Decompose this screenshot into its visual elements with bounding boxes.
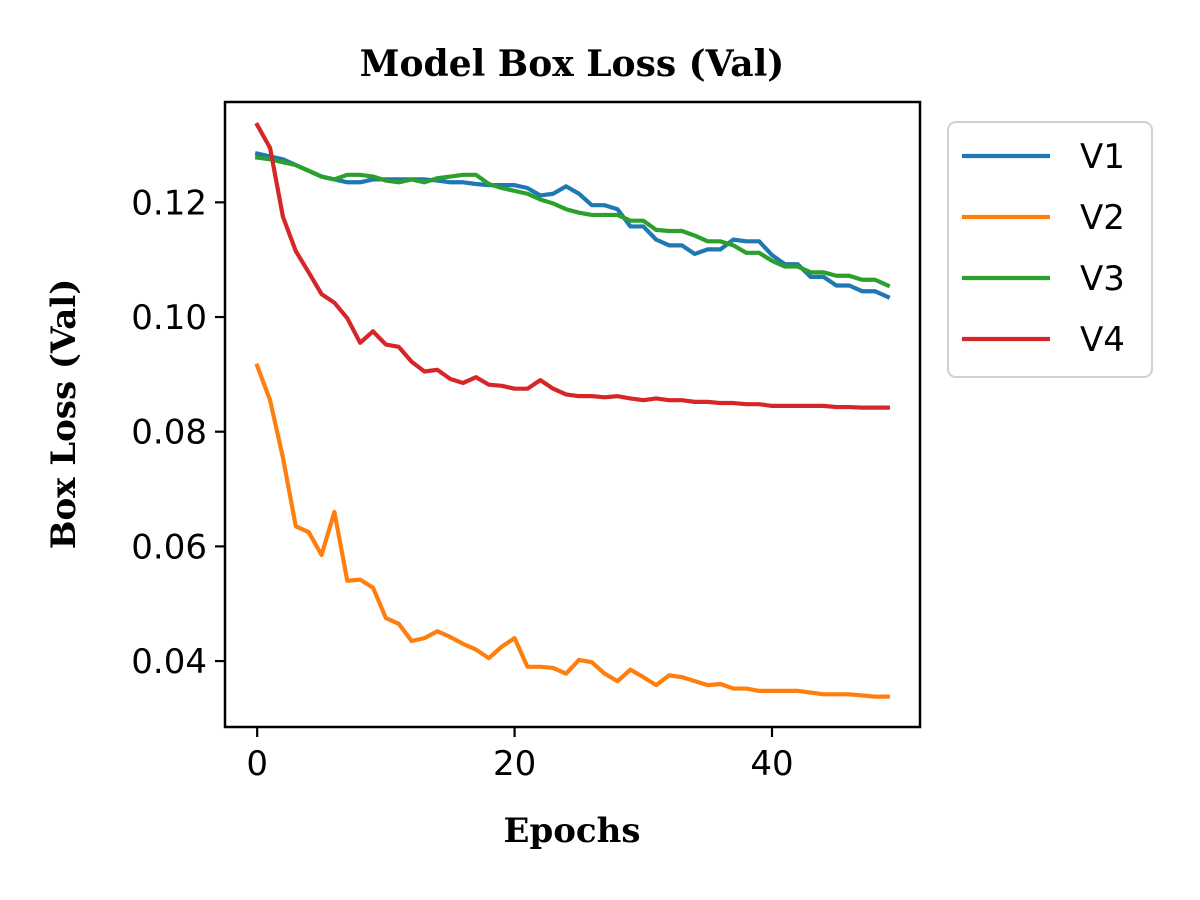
legend-label-v2: V2 xyxy=(1080,198,1125,238)
plot-frame xyxy=(223,100,922,729)
y-tick-label: 0.10 xyxy=(131,298,207,338)
x-tick-label: 20 xyxy=(493,744,536,784)
x-axis-label: Epochs xyxy=(504,811,641,851)
x-tick-label: 40 xyxy=(750,744,793,784)
legend-label-v1: V1 xyxy=(1080,137,1125,177)
legend: V1 V2 V3 V4 xyxy=(947,121,1153,378)
series-line-v1 xyxy=(254,151,891,300)
series-line-v4 xyxy=(254,122,890,410)
y-tick-label: 0.12 xyxy=(131,183,207,223)
y-tick-label: 0.08 xyxy=(131,413,207,453)
plot-area: 0 20 40 0.04 0.06 0.08 0.10 0.12 xyxy=(131,100,922,784)
legend-label-v3: V3 xyxy=(1080,259,1125,299)
chart-title: Model Box Loss (Val) xyxy=(360,43,785,85)
x-tick-label: 0 xyxy=(246,744,268,784)
y-tick-label: 0.06 xyxy=(131,527,207,567)
series-line-v2 xyxy=(254,363,890,699)
legend-label-v4: V4 xyxy=(1080,320,1125,360)
legend-box xyxy=(947,121,1153,378)
y-tick-label: 0.04 xyxy=(131,642,207,682)
y-axis-label: Box Loss (Val) xyxy=(44,279,84,550)
series-line-v3 xyxy=(254,155,891,289)
